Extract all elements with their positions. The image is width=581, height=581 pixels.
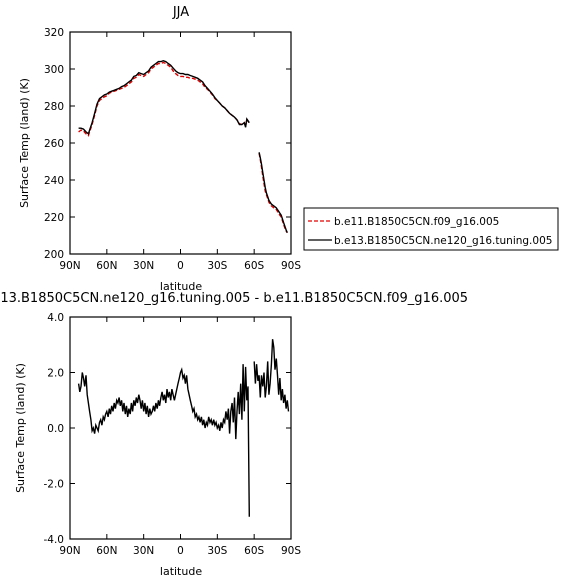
top-title: JJA (172, 5, 189, 20)
bottom-y-tick-label: 0.0 (47, 423, 64, 435)
bottom-plot-frame (69, 316, 292, 540)
bottom-series-1-line (253, 339, 290, 412)
top-y-axis: 200 220 240 260 280 300 320 (44, 27, 291, 261)
bottom-x-tick-label: 30S (207, 545, 227, 557)
top-series-1-line (78, 61, 250, 137)
bottom-series-lines (77, 339, 290, 517)
legend-label-series-2: b.e13.B1850C5CN.ne120_g16.tuning.005 (334, 235, 552, 247)
legend-label-series-1: b.e11.B1850C5CN.f09_g16.005 (334, 216, 499, 228)
bottom-y-tick-label: -2.0 (44, 479, 65, 491)
top-x-axis-label: latitude (160, 280, 202, 293)
top-series-2-line (258, 152, 288, 233)
top-x-tick-label: 90N (59, 260, 80, 272)
bottom-x-axis-label: latitude (160, 565, 202, 578)
bottom-x-tick-label: 30N (133, 545, 154, 557)
top-y-tick-label: 300 (44, 64, 64, 76)
bottom-x-tick-label: 60N (96, 545, 117, 557)
bottom-x-axis: 90N 60N 30N 0 30S 60S 90S (59, 317, 301, 557)
bottom-y-axis-label: Surface Temp (land) (K) (14, 363, 27, 493)
top-series-lines (78, 59, 288, 234)
top-y-tick-label: 220 (44, 212, 64, 224)
top-x-tick-label: 30S (207, 260, 227, 272)
bottom-x-tick-label: 90S (281, 545, 301, 557)
top-y-tick-label: 320 (44, 27, 64, 39)
bottom-x-tick-label: 90N (59, 545, 80, 557)
top-y-tick-label: 240 (44, 175, 64, 187)
top-y-tick-label: 280 (44, 101, 64, 113)
top-x-tick-label: 0 (177, 260, 184, 272)
legend: b.e11.B1850C5CN.f09_g16.005 b.e13.B1850C… (303, 207, 559, 251)
bottom-y-tick-label: 4.0 (47, 312, 64, 324)
top-x-tick-label: 30N (133, 260, 154, 272)
top-x-tick-label: 90S (281, 260, 301, 272)
top-series-2-line (78, 59, 250, 135)
top-y-tick-label: 260 (44, 138, 64, 150)
top-y-tick-label: 200 (44, 249, 64, 261)
top-panel: JJA 200 220 240 260 280 300 320 90N 60N 30N 0 30S 6… (18, 5, 301, 293)
bottom-title: b.e13.B1850C5CN.ne120_g16.tuning.005 - b… (0, 291, 468, 306)
top-x-tick-label: 60S (244, 260, 264, 272)
top-x-tick-label: 60N (96, 260, 117, 272)
bottom-x-tick-label: 0 (177, 545, 184, 557)
bottom-x-tick-label: 60S (244, 545, 264, 557)
bottom-series-1-line (77, 364, 250, 517)
legend-box (303, 207, 559, 251)
bottom-y-tick-label: -4.0 (44, 534, 65, 546)
bottom-y-tick-label: 2.0 (47, 368, 64, 380)
bottom-panel: b.e13.B1850C5CN.ne120_g16.tuning.005 - b… (0, 291, 468, 578)
top-plot-frame (69, 31, 292, 255)
bottom-y-axis: -4.0 -2.0 0.0 2.0 4.0 (44, 312, 291, 546)
top-x-axis: 90N 60N 30N 0 30S 60S 90S (59, 32, 301, 272)
top-y-axis-label: Surface Temp (land) (K) (18, 78, 31, 208)
